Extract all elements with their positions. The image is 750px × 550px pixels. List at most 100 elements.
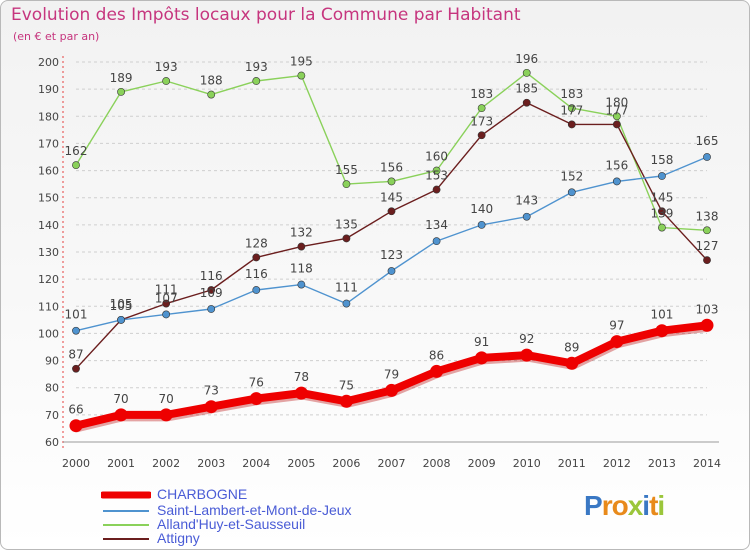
x-tick-label-2013: 2013 <box>648 457 676 470</box>
y-tick-label-150: 150 <box>38 192 59 205</box>
point-attigny-2012 <box>612 120 621 129</box>
data-label-attigny-2002: 111 <box>155 283 178 297</box>
data-label-alland-huy-et-sausseuil-2006: 155 <box>335 163 358 177</box>
point-saint-lambert-et-mont-de-jeux-2010 <box>522 212 531 221</box>
chart-subtitle: (en € et par an) <box>13 30 100 43</box>
point-attigny-2010 <box>522 98 531 107</box>
point-saint-lambert-et-mont-de-jeux-2008 <box>432 237 441 246</box>
data-label-charbogne-2002: 70 <box>159 392 174 406</box>
data-label-charbogne-2007: 79 <box>384 367 399 381</box>
data-label-saint-lambert-et-mont-de-jeux-2005: 118 <box>290 262 313 276</box>
point-alland-huy-et-sausseuil-2012 <box>612 112 621 121</box>
legend-swatch-charbogne <box>101 491 151 499</box>
logo-letter: i <box>657 490 665 521</box>
point-attigny-2007 <box>387 207 396 216</box>
legend-label-saint-lambert: Saint-Lambert-et-Mont-de-Jeux <box>157 502 352 518</box>
point-charbogne-2011 <box>565 356 579 370</box>
data-label-saint-lambert-et-mont-de-jeux-2008: 134 <box>425 218 448 232</box>
proxiti-logo: Proxiti <box>584 490 665 522</box>
point-saint-lambert-et-mont-de-jeux-2005 <box>297 280 306 289</box>
y-tick-label-180: 180 <box>38 110 59 123</box>
point-saint-lambert-et-mont-de-jeux-2000 <box>72 326 80 335</box>
data-label-saint-lambert-et-mont-de-jeux-2014: 165 <box>696 134 719 148</box>
data-label-attigny-2008: 153 <box>425 169 448 183</box>
x-tick-label-2001: 2001 <box>107 457 135 470</box>
data-label-alland-huy-et-sausseuil-2005: 195 <box>290 55 313 69</box>
data-label-attigny-2007: 145 <box>380 190 403 204</box>
chart-title: Evolution des Impôts locaux pour la Comm… <box>11 5 521 25</box>
y-tick-label-160: 160 <box>38 165 59 178</box>
point-charbogne-2001 <box>114 408 128 422</box>
point-alland-huy-et-sausseuil-2011 <box>567 104 576 113</box>
data-label-alland-huy-et-sausseuil-2009: 183 <box>470 87 493 101</box>
data-label-attigny-2014: 127 <box>696 239 719 253</box>
data-label-alland-huy-et-sausseuil-2013: 139 <box>650 207 673 221</box>
data-label-saint-lambert-et-mont-de-jeux-2007: 123 <box>380 248 403 262</box>
point-saint-lambert-et-mont-de-jeux-2006 <box>342 299 351 308</box>
point-charbogne-2014 <box>700 318 714 332</box>
legend-label-alland-huy: Alland'Huy-et-Sausseuil <box>157 516 306 532</box>
point-saint-lambert-et-mont-de-jeux-2014 <box>703 153 711 161</box>
data-label-charbogne-2012: 97 <box>609 319 624 333</box>
legend-label-charbogne: CHARBOGNE <box>157 486 248 502</box>
data-label-attigny-2011: 177 <box>560 103 583 117</box>
point-alland-huy-et-sausseuil-2002 <box>162 77 171 85</box>
data-label-charbogne-2008: 86 <box>429 348 444 362</box>
point-charbogne-2013 <box>655 324 669 338</box>
y-tick-label-190: 190 <box>38 83 59 96</box>
data-label-attigny-2012: 177 <box>605 103 628 117</box>
x-tick-label-2003: 2003 <box>197 457 225 470</box>
data-label-charbogne-2011: 89 <box>564 340 579 354</box>
data-label-charbogne-2005: 78 <box>294 370 309 384</box>
point-alland-huy-et-sausseuil-2001 <box>117 87 125 96</box>
x-tick-label-2004: 2004 <box>242 457 270 470</box>
point-alland-huy-et-sausseuil-2004 <box>252 77 261 85</box>
data-label-saint-lambert-et-mont-de-jeux-2001: 105 <box>110 297 133 311</box>
data-label-charbogne-2010: 92 <box>519 332 534 346</box>
y-tick-label-140: 140 <box>38 219 59 232</box>
y-tick-label-170: 170 <box>38 137 59 150</box>
x-tick-label-2012: 2012 <box>603 457 631 470</box>
data-label-charbogne-2013: 101 <box>650 308 673 322</box>
point-alland-huy-et-sausseuil-2014 <box>703 226 711 235</box>
point-attigny-2014 <box>703 256 711 265</box>
point-charbogne-2002 <box>159 408 173 422</box>
logo-letter: P <box>584 490 603 521</box>
data-label-saint-lambert-et-mont-de-jeux-2009: 140 <box>470 202 493 216</box>
point-attigny-2000 <box>72 364 80 373</box>
y-tick-label-110: 110 <box>38 300 59 313</box>
point-alland-huy-et-sausseuil-2006 <box>342 180 351 189</box>
data-label-alland-huy-et-sausseuil-2001: 189 <box>110 71 133 85</box>
point-charbogne-2006 <box>339 394 353 408</box>
data-label-alland-huy-et-sausseuil-2003: 188 <box>200 74 223 88</box>
y-tick-label-200: 200 <box>38 56 59 69</box>
y-tick-label-60: 60 <box>45 436 59 449</box>
data-label-saint-lambert-et-mont-de-jeux-2004: 116 <box>245 267 268 281</box>
legend-swatch-attigny <box>103 538 149 540</box>
legend-label-attigny: Attigny <box>157 530 200 546</box>
point-attigny-2008 <box>432 185 441 194</box>
point-charbogne-2010 <box>520 348 534 362</box>
y-tick-label-80: 80 <box>45 382 59 395</box>
data-label-alland-huy-et-sausseuil-2004: 193 <box>245 60 268 74</box>
logo-letter: i <box>642 490 650 521</box>
point-attigny-2002 <box>162 299 171 308</box>
data-label-charbogne-2009: 91 <box>474 335 489 349</box>
point-alland-huy-et-sausseuil-2005 <box>297 71 306 80</box>
x-tick-label-2005: 2005 <box>287 457 315 470</box>
logo-letter: x <box>627 490 644 521</box>
series-layer <box>69 68 714 433</box>
data-label-attigny-2009: 173 <box>470 114 493 128</box>
point-charbogne-2007 <box>385 383 398 397</box>
x-tick-label-2011: 2011 <box>558 457 586 470</box>
data-label-alland-huy-et-sausseuil-2014: 138 <box>696 209 719 223</box>
data-label-saint-lambert-et-mont-de-jeux-2000: 101 <box>65 308 88 322</box>
point-charbogne-2005 <box>294 386 308 400</box>
point-charbogne-2000 <box>69 419 83 433</box>
point-saint-lambert-et-mont-de-jeux-2007 <box>387 267 396 275</box>
axis-layer: 60 70 80 90 100 110 120 130 140 150 160 170 180 190 20… <box>38 56 721 470</box>
point-attigny-2006 <box>342 234 351 243</box>
data-label-attigny-2004: 128 <box>245 236 268 250</box>
